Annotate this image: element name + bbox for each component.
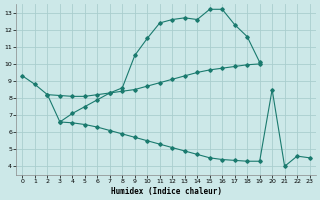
X-axis label: Humidex (Indice chaleur): Humidex (Indice chaleur): [110, 187, 221, 196]
